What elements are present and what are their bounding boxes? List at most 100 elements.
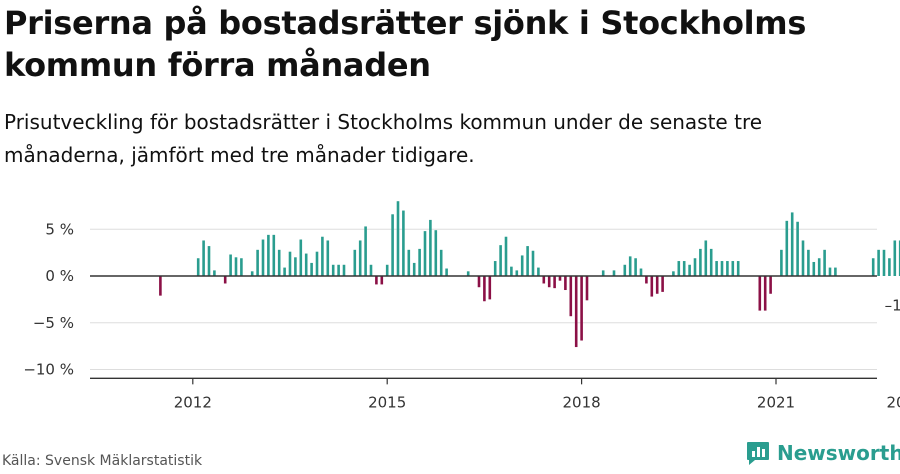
bar xyxy=(515,270,519,276)
bar xyxy=(202,240,205,276)
bar xyxy=(715,261,718,276)
bar xyxy=(828,267,832,276)
bar xyxy=(353,249,357,276)
bar xyxy=(358,240,362,276)
brand-name: Newsworthy xyxy=(777,441,900,465)
bar xyxy=(801,240,805,276)
bar xyxy=(342,264,346,276)
newsworthy-logo-icon xyxy=(747,442,769,465)
bar xyxy=(726,261,729,276)
y-tick-label: 0 % xyxy=(45,267,74,285)
bar xyxy=(645,276,648,284)
bar xyxy=(542,276,546,284)
bar xyxy=(213,270,216,276)
bar xyxy=(510,266,513,276)
bar xyxy=(229,254,232,276)
bar xyxy=(634,258,637,276)
bar xyxy=(223,276,227,284)
bar xyxy=(704,240,708,276)
bar xyxy=(569,276,573,317)
bar xyxy=(375,276,378,285)
axes xyxy=(90,275,877,385)
bar xyxy=(823,249,826,276)
bar xyxy=(553,276,556,289)
bar xyxy=(758,276,762,311)
bar xyxy=(240,258,243,276)
bar xyxy=(688,264,691,276)
bar xyxy=(331,264,335,276)
bar xyxy=(812,261,816,276)
bar xyxy=(650,276,654,297)
chart-subtitle: Prisutveckling för bostadsrätter i Stock… xyxy=(4,110,763,167)
bar xyxy=(380,276,384,285)
y-tick-label: −5 % xyxy=(33,314,74,332)
x-tick-label: 2012 xyxy=(174,393,212,411)
bar xyxy=(396,201,400,276)
bar xyxy=(677,261,681,276)
bar xyxy=(817,258,821,276)
bar xyxy=(159,276,162,296)
bar xyxy=(736,261,740,276)
x-tick-label: 2023 xyxy=(887,393,900,411)
bar xyxy=(234,257,238,276)
bar xyxy=(520,255,524,276)
bar xyxy=(294,257,297,276)
bar xyxy=(272,234,276,276)
bar xyxy=(639,268,643,276)
x-tick-label: 2021 xyxy=(757,393,795,411)
bar xyxy=(682,261,686,276)
bar xyxy=(877,249,880,276)
bar xyxy=(564,276,567,291)
bar xyxy=(466,271,470,276)
bar xyxy=(888,258,891,276)
bar xyxy=(277,249,281,276)
bar xyxy=(407,249,411,276)
annotations: –1 % xyxy=(885,296,900,314)
bar xyxy=(871,258,875,276)
bar xyxy=(315,251,319,276)
bar xyxy=(261,239,265,276)
bar xyxy=(526,246,529,276)
bar xyxy=(391,214,394,276)
bar xyxy=(531,250,535,276)
bar xyxy=(882,249,886,276)
tick-labels: 5 % 0 % −5 % −10 % 2012 2015 2018 2021 2023 xyxy=(23,220,900,411)
bar xyxy=(834,267,837,276)
bar xyxy=(429,219,432,276)
bar xyxy=(580,276,583,341)
y-tick-label: −10 % xyxy=(23,361,74,379)
bar xyxy=(418,248,421,276)
bar xyxy=(785,220,789,276)
bar xyxy=(250,271,254,276)
bar xyxy=(196,258,200,276)
x-tick-label: 2018 xyxy=(563,393,601,411)
bar xyxy=(326,240,330,276)
bar xyxy=(585,276,589,301)
bar xyxy=(412,262,416,276)
bar xyxy=(558,276,562,281)
bar xyxy=(369,264,373,276)
bar xyxy=(807,249,810,276)
bar xyxy=(655,276,659,294)
bar xyxy=(385,264,389,276)
y-tick-label: 5 % xyxy=(45,220,74,238)
bar xyxy=(796,221,799,276)
bar xyxy=(364,226,367,276)
bar xyxy=(693,258,697,276)
annotation-label: –1 % xyxy=(885,296,900,314)
x-tick-label: 2015 xyxy=(368,393,406,411)
bar xyxy=(893,240,897,276)
gridlines xyxy=(90,228,877,370)
bar xyxy=(898,240,900,276)
bar xyxy=(547,276,551,288)
bar xyxy=(439,249,443,276)
bar xyxy=(628,256,632,276)
bar xyxy=(402,210,405,276)
bar xyxy=(288,251,292,276)
source-note: Källa: Svensk Mäklarstatistik xyxy=(2,453,203,469)
bar xyxy=(283,267,286,276)
bar xyxy=(780,249,783,276)
bar xyxy=(769,276,772,294)
bar xyxy=(601,270,605,276)
